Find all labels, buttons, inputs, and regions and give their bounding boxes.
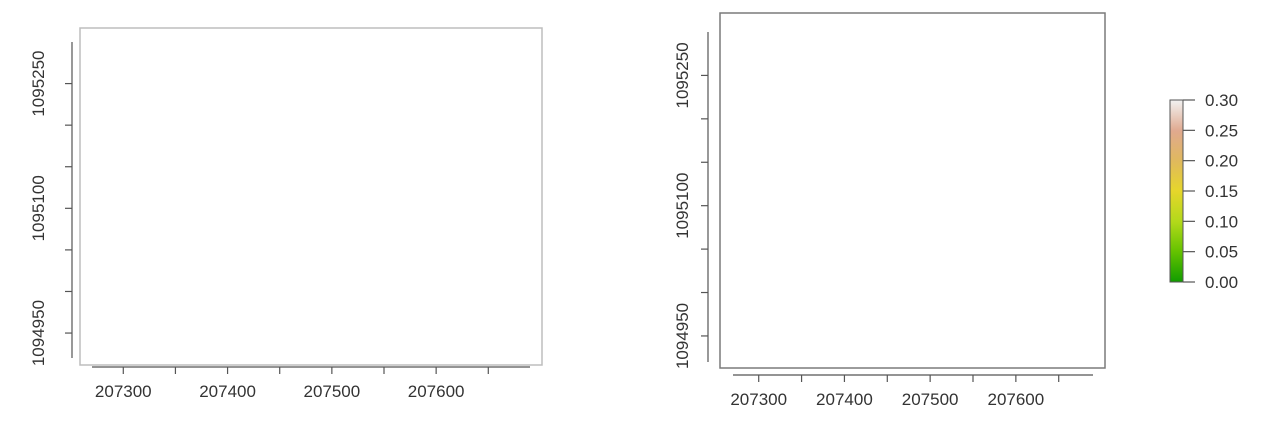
colorbar-legend: 0.30 0.25 0.20 0.15 0.10 0.05 0.00 — [1169, 91, 1238, 292]
right-plot: 207300 207400 207500 207600 109495010951001… — [673, 12, 1106, 409]
left-hotspot-west — [200, 213, 320, 257]
left-plot-frame — [79, 27, 543, 366]
right-x-tick-label: 207400 — [816, 390, 873, 409]
right-plot-frame — [719, 12, 1106, 369]
colorbar — [1169, 99, 1184, 283]
left-raster-base — [80, 28, 542, 365]
colorbar-ticks: 0.30 0.25 0.20 0.15 0.10 0.05 0.00 — [1183, 91, 1238, 292]
left-y-tick-label: 1095250 — [29, 50, 48, 116]
colorbar-tick-label: 0.20 — [1205, 152, 1238, 171]
right-hotspot-west — [835, 208, 915, 252]
left-y-ticks: 1094950 1095100 1095250 — [29, 50, 72, 366]
left-low-northwest — [190, 150, 270, 200]
right-raster-base — [720, 13, 1105, 368]
right-y-tick-label: 1095100 — [673, 173, 692, 239]
colorbar-tick-label: 0.25 — [1205, 121, 1238, 140]
colorbar-tick-label: 0.10 — [1205, 212, 1238, 231]
right-low-south — [830, 275, 970, 345]
left-x-tick-label: 207600 — [408, 382, 465, 401]
left-x-tick-label: 207300 — [95, 382, 152, 401]
right-x-tick-label: 207300 — [730, 390, 787, 409]
left-low-south — [190, 270, 350, 350]
right-x-tick-label: 207600 — [987, 390, 1044, 409]
left-y-tick-label: 1095100 — [29, 175, 48, 241]
left-x-tick-label: 207400 — [199, 382, 256, 401]
right-low-northwest — [825, 130, 895, 190]
left-plot: 207300 207400 207500 207600 109495010951001… — [29, 27, 543, 401]
right-hotspot-east — [985, 90, 1055, 180]
right-y-tick-label: 1095250 — [673, 42, 692, 108]
colorbar-tick-label: 0.00 — [1205, 273, 1238, 292]
right-x-tick-label: 207500 — [902, 390, 959, 409]
right-hotspot-north — [876, 87, 948, 143]
colorbar-tick-label: 0.30 — [1205, 91, 1238, 110]
right-x-axis: 207300 207400 207500 207600 — [730, 374, 1093, 409]
right-y-tick-label: 1094950 — [673, 303, 692, 369]
left-x-tick-label: 207500 — [303, 382, 360, 401]
colorbar-tick-label: 0.05 — [1205, 243, 1238, 262]
left-x-ticks: 207300 207400 207500 207600 — [95, 367, 489, 401]
left-x-axis: 207300 207400 207500 207600 — [92, 366, 530, 401]
left-hotspot-east — [365, 95, 455, 185]
right-y-ticks: 1094950 1095100 1095250 — [673, 42, 708, 369]
left-y-tick-label: 1094950 — [29, 300, 48, 366]
right-hotspot-north-core — [893, 110, 937, 170]
right-y-axis: 1094950 1095100 1095250 — [673, 32, 709, 369]
left-y-axis: 1094950 1095100 1095250 — [29, 42, 73, 366]
left-raster — [80, 28, 542, 365]
right-raster — [720, 13, 1105, 368]
right-x-ticks: 207300 207400 207500 207600 — [730, 375, 1060, 409]
colorbar-tick-label: 0.15 — [1205, 182, 1238, 201]
left-hotspot-north — [245, 105, 365, 165]
